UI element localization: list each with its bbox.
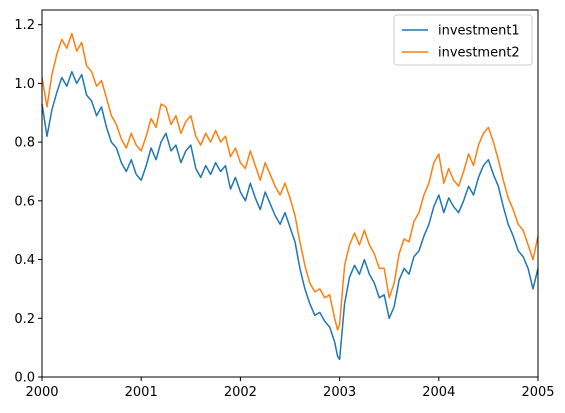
legend: investment1 investment2 bbox=[393, 14, 533, 66]
plot-frame bbox=[41, 9, 539, 378]
legend-label: investment1 bbox=[438, 24, 520, 39]
y-tick-label: 0.0 bbox=[14, 371, 35, 386]
y-axis: 0.0 0.2 0.4 0.6 0.8 1.0 1.2 bbox=[14, 18, 42, 386]
legend-box bbox=[393, 14, 533, 66]
y-tick-label: 0.2 bbox=[14, 312, 35, 327]
x-tick-label: 2004 bbox=[422, 385, 455, 400]
series-line-investment1 bbox=[41, 70, 539, 361]
x-tick-label: 2003 bbox=[323, 385, 356, 400]
y-tick-label: 0.4 bbox=[14, 253, 35, 268]
legend-label: investment2 bbox=[438, 46, 520, 61]
x-tick-label: 2005 bbox=[521, 385, 554, 400]
x-tick-label: 2001 bbox=[125, 385, 158, 400]
x-tick-label: 2002 bbox=[224, 385, 257, 400]
series-layer bbox=[41, 32, 539, 361]
series-line-investment2 bbox=[41, 32, 539, 331]
x-axis: 2000 2001 2002 2003 2004 2005 bbox=[25, 377, 555, 400]
y-tick-label: 1.0 bbox=[14, 77, 35, 92]
x-tick-label: 2000 bbox=[25, 385, 58, 400]
y-tick-label: 0.6 bbox=[14, 194, 35, 209]
y-tick-label: 0.8 bbox=[14, 136, 35, 151]
y-tick-label: 1.2 bbox=[14, 18, 35, 33]
